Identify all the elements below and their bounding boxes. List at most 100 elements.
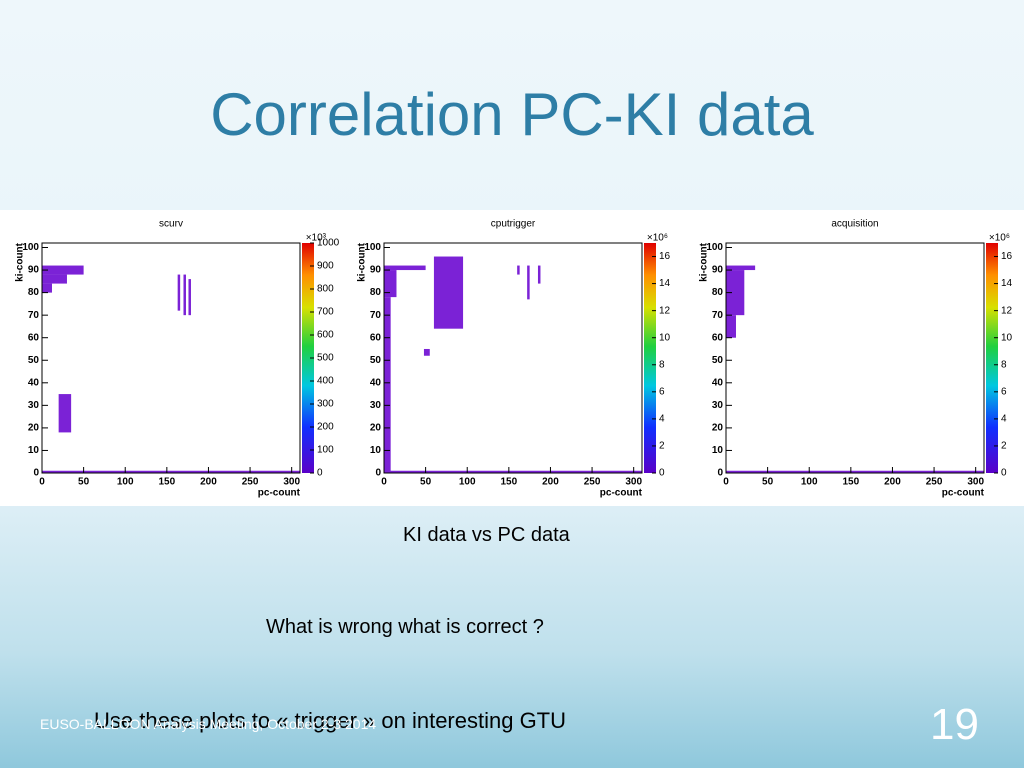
- y-tick-label: 90: [28, 265, 40, 276]
- y-tick-label: 80: [28, 287, 40, 298]
- heat-cell: [726, 315, 736, 338]
- color-tick-label: 900: [317, 261, 334, 272]
- heat-cell: [384, 265, 426, 271]
- y-tick-label: 40: [370, 377, 382, 388]
- y-tick-label: 60: [370, 332, 382, 343]
- color-tick-label: 14: [1001, 278, 1013, 289]
- scale-label: ×10⁶: [647, 233, 668, 244]
- color-tick-label: 2: [659, 441, 665, 452]
- y-tick-label: 100: [364, 242, 381, 253]
- color-tick-label: 8: [1001, 359, 1007, 370]
- x-tick-label: 200: [542, 477, 559, 488]
- y-tick-label: 0: [33, 468, 39, 479]
- x-axis-label: pc-count: [942, 488, 985, 499]
- color-tick-label: 200: [317, 422, 334, 433]
- heat-cell: [517, 265, 520, 275]
- heat-cell: [177, 274, 181, 311]
- heat-cell: [183, 274, 186, 316]
- plot-frame: [725, 242, 985, 474]
- color-bar: [986, 243, 998, 473]
- plot-frame: [41, 242, 301, 474]
- x-axis-label: pc-count: [600, 488, 643, 499]
- x-tick-label: 0: [723, 477, 729, 488]
- heat-cell: [433, 256, 464, 329]
- y-tick-label: 20: [370, 423, 382, 434]
- scale-label: ×10⁶: [989, 233, 1010, 244]
- y-tick-label: 80: [712, 287, 724, 298]
- x-tick-label: 100: [801, 477, 818, 488]
- heat-cell: [384, 297, 391, 473]
- y-tick-label: 0: [717, 468, 723, 479]
- heat-cell: [384, 470, 642, 473]
- y-tick-label: 90: [712, 265, 724, 276]
- y-axis-label: ki-count: [699, 242, 710, 282]
- page-number: 19: [930, 700, 979, 749]
- plot-title: acquisition: [831, 219, 878, 230]
- heat-cell: [726, 270, 745, 316]
- color-tick-label: 4: [659, 414, 665, 425]
- color-tick-label: 6: [1001, 386, 1007, 397]
- x-tick-label: 300: [967, 477, 984, 488]
- y-tick-label: 40: [28, 377, 40, 388]
- x-tick-label: 300: [283, 477, 300, 488]
- x-tick-label: 0: [381, 477, 387, 488]
- color-tick-label: 0: [659, 468, 665, 479]
- color-tick-label: 1000: [317, 238, 340, 249]
- y-tick-label: 70: [370, 310, 382, 321]
- color-tick-label: 12: [1001, 305, 1013, 316]
- y-tick-label: 50: [712, 355, 724, 366]
- y-tick-label: 0: [375, 468, 381, 479]
- color-tick-label: 16: [1001, 251, 1013, 262]
- color-tick-label: 0: [317, 468, 323, 479]
- color-tick-label: 4: [1001, 414, 1007, 425]
- color-tick-label: 12: [659, 305, 671, 316]
- color-tick-label: 700: [317, 307, 334, 318]
- heat-cell: [42, 283, 52, 293]
- heat-cell: [42, 274, 67, 284]
- plot-title: scurv: [159, 219, 183, 230]
- x-tick-label: 250: [242, 477, 259, 488]
- y-tick-label: 50: [370, 355, 382, 366]
- heat-cell: [384, 270, 397, 298]
- y-axis-label: ki-count: [357, 242, 368, 282]
- footer: EUSO-BALLOON Analysis Meeting, October 2…: [40, 716, 377, 732]
- color-tick-label: 6: [659, 386, 665, 397]
- heat-cell: [42, 470, 300, 473]
- heat-cell: [726, 470, 984, 473]
- y-tick-label: 100: [22, 242, 39, 253]
- heat-cell: [423, 348, 430, 356]
- x-tick-label: 0: [39, 477, 45, 488]
- x-tick-label: 150: [842, 477, 859, 488]
- x-tick-label: 150: [158, 477, 175, 488]
- x-tick-label: 200: [200, 477, 217, 488]
- slide-title: Correlation PC-KI data: [210, 81, 814, 148]
- color-bar: [302, 243, 314, 473]
- y-tick-label: 30: [370, 400, 382, 411]
- color-tick-label: 10: [1001, 332, 1013, 343]
- x-tick-label: 50: [420, 477, 432, 488]
- x-tick-label: 300: [625, 477, 642, 488]
- x-tick-label: 100: [117, 477, 134, 488]
- y-tick-label: 70: [712, 310, 724, 321]
- plot-title: cputrigger: [491, 219, 536, 230]
- x-tick-label: 50: [78, 477, 90, 488]
- color-tick-label: 300: [317, 399, 334, 410]
- y-tick-label: 90: [370, 265, 382, 276]
- question: What is wrong what is correct ?: [266, 616, 544, 638]
- color-bar: [644, 243, 656, 473]
- y-tick-label: 10: [712, 445, 724, 456]
- plot-frame: [383, 242, 643, 474]
- y-tick-label: 30: [712, 400, 724, 411]
- y-tick-label: 40: [712, 377, 724, 388]
- heat-cell: [188, 279, 191, 316]
- x-tick-label: 250: [926, 477, 943, 488]
- heat-cell: [537, 265, 541, 284]
- y-tick-label: 10: [28, 445, 40, 456]
- color-tick-label: 400: [317, 376, 334, 387]
- x-tick-label: 150: [500, 477, 517, 488]
- y-tick-label: 50: [28, 355, 40, 366]
- note: Use these plots to « trigger » on intere…: [94, 708, 567, 733]
- color-tick-label: 500: [317, 353, 334, 364]
